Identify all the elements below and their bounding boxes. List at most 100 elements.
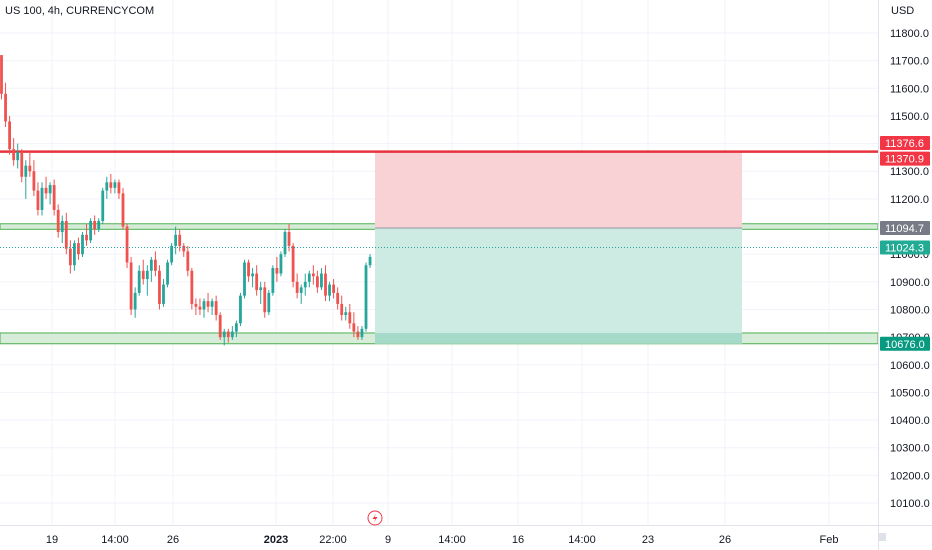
candle-body[interactable] xyxy=(364,265,368,329)
candle-body[interactable] xyxy=(158,270,161,304)
candle-body[interactable] xyxy=(307,273,311,282)
candle-body[interactable] xyxy=(117,182,121,194)
candle-body[interactable] xyxy=(48,185,52,194)
candle-body[interactable] xyxy=(291,245,295,282)
candle-body[interactable] xyxy=(206,301,210,307)
candle-body[interactable] xyxy=(283,232,287,255)
candle-body[interactable] xyxy=(0,55,3,94)
candle-body[interactable] xyxy=(235,323,238,332)
position-stop-area[interactable] xyxy=(375,151,742,228)
candle-body[interactable] xyxy=(73,243,76,266)
candle-body[interactable] xyxy=(251,273,254,277)
candle-body[interactable] xyxy=(77,243,80,255)
candle-body[interactable] xyxy=(24,165,28,177)
candle-body[interactable] xyxy=(64,221,68,249)
candle-body[interactable] xyxy=(141,270,145,280)
candle-body[interactable] xyxy=(40,187,44,210)
candle-body[interactable] xyxy=(174,234,178,246)
candle-body[interactable] xyxy=(222,331,226,338)
candle-body[interactable] xyxy=(149,259,153,271)
scale-settings-corner[interactable] xyxy=(878,533,886,541)
candle-body[interactable] xyxy=(105,182,109,191)
candle-body[interactable] xyxy=(316,276,319,288)
candle-body[interactable] xyxy=(60,221,64,233)
candle-body[interactable] xyxy=(36,190,40,210)
candle-body[interactable] xyxy=(328,284,331,296)
candle-body[interactable] xyxy=(247,262,250,277)
candle-body[interactable] xyxy=(52,185,56,210)
candle-body[interactable] xyxy=(226,331,230,338)
candle-body[interactable] xyxy=(182,245,186,252)
candle-body[interactable] xyxy=(194,303,198,307)
candle-body[interactable] xyxy=(81,234,84,255)
candle-body[interactable] xyxy=(299,287,303,293)
candle-body[interactable] xyxy=(28,165,32,172)
candle-body[interactable] xyxy=(287,232,291,246)
candle-body[interactable] xyxy=(356,331,360,338)
candle-body[interactable] xyxy=(97,221,101,230)
candle-body[interactable] xyxy=(8,121,11,150)
candle-body[interactable] xyxy=(109,182,113,188)
candle-body[interactable] xyxy=(113,182,117,188)
candle-body[interactable] xyxy=(121,193,125,227)
candle-body[interactable] xyxy=(12,149,16,161)
candle-body[interactable] xyxy=(178,234,182,246)
candle-body[interactable] xyxy=(44,187,48,194)
candle-body[interactable] xyxy=(32,171,36,191)
candle-body[interactable] xyxy=(311,273,315,277)
candle-body[interactable] xyxy=(243,262,246,296)
candle-body[interactable] xyxy=(259,287,263,291)
candle-body[interactable] xyxy=(214,301,218,315)
candle-body[interactable] xyxy=(332,284,335,293)
candle-body[interactable] xyxy=(190,270,194,304)
candle-body[interactable] xyxy=(162,284,165,304)
candle-body[interactable] xyxy=(263,287,267,313)
candle-body[interactable] xyxy=(85,234,88,241)
candle-body[interactable] xyxy=(101,190,105,221)
candle-body[interactable] xyxy=(170,245,173,263)
symbol-title[interactable]: US 100, 4h, CURRENCYCOM xyxy=(5,5,155,17)
candle-body[interactable] xyxy=(295,281,299,293)
candle-body[interactable] xyxy=(279,254,283,274)
candle-body[interactable] xyxy=(20,151,24,177)
position-target-area[interactable] xyxy=(375,227,742,344)
candle-body[interactable] xyxy=(344,312,348,315)
price-label-box[interactable] xyxy=(880,240,930,255)
candle-body[interactable] xyxy=(154,259,157,271)
candle-body[interactable] xyxy=(368,256,372,266)
candle-body[interactable] xyxy=(16,151,20,161)
candle-body[interactable] xyxy=(348,312,352,324)
candle-body[interactable] xyxy=(340,303,344,315)
candle-body[interactable] xyxy=(218,315,222,338)
lightning-icon[interactable] xyxy=(367,510,383,526)
candle-body[interactable] xyxy=(68,248,72,266)
candle-body[interactable] xyxy=(4,93,7,122)
candle-body[interactable] xyxy=(133,292,137,310)
candle-body[interactable] xyxy=(360,328,364,338)
candle-body[interactable] xyxy=(129,262,133,310)
candle-body[interactable] xyxy=(255,273,259,291)
price-label-box[interactable] xyxy=(880,136,930,151)
candle-body[interactable] xyxy=(93,221,97,230)
candle-body[interactable] xyxy=(202,301,206,310)
candle-body[interactable] xyxy=(352,323,356,332)
price-label-box[interactable] xyxy=(880,336,930,351)
candle-body[interactable] xyxy=(210,301,214,307)
candle-body[interactable] xyxy=(125,226,129,263)
candle-body[interactable] xyxy=(137,270,141,293)
candle-body[interactable] xyxy=(186,251,190,271)
candle-body[interactable] xyxy=(230,331,234,338)
candle-body[interactable] xyxy=(267,292,271,313)
candle-body[interactable] xyxy=(166,262,169,285)
candle-body[interactable] xyxy=(56,209,60,233)
price-label-box[interactable] xyxy=(880,151,930,166)
candle-body[interactable] xyxy=(336,292,340,304)
candle-body[interactable] xyxy=(145,270,149,280)
candle-body[interactable] xyxy=(198,306,202,310)
candle-body[interactable] xyxy=(239,295,242,324)
candle-body[interactable] xyxy=(89,221,92,241)
candle-body[interactable] xyxy=(324,273,327,296)
candle-body[interactable] xyxy=(271,268,275,293)
candle-body[interactable] xyxy=(275,268,279,274)
